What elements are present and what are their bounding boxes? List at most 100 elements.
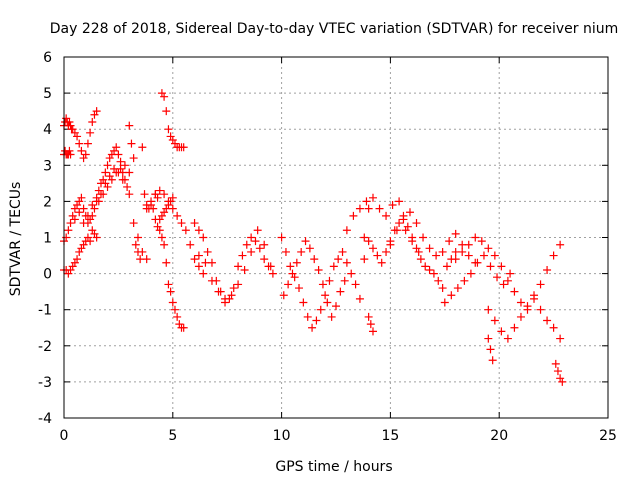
data-point <box>133 233 142 242</box>
data-point <box>368 193 377 202</box>
data-point <box>377 258 386 267</box>
y-tick-label: 3 <box>43 158 52 174</box>
data-point <box>103 182 112 191</box>
data-point <box>432 251 441 260</box>
grid-layer <box>64 57 608 418</box>
data-point <box>399 215 408 224</box>
data-point <box>203 247 212 256</box>
data-point <box>464 251 473 260</box>
data-point <box>434 276 443 285</box>
data-point <box>81 150 90 159</box>
data-point <box>355 294 364 303</box>
data-point <box>118 175 127 184</box>
data-point <box>75 208 84 217</box>
data-point <box>179 323 188 332</box>
data-point <box>66 150 75 159</box>
data-point <box>368 244 377 253</box>
data-point <box>523 302 532 311</box>
data-point <box>451 255 460 264</box>
data-point <box>445 237 454 246</box>
data-point <box>336 287 345 296</box>
data-point <box>66 219 75 228</box>
data-point <box>160 240 169 249</box>
data-point <box>453 284 462 293</box>
data-point <box>151 215 160 224</box>
data-point <box>240 265 249 274</box>
data-point <box>334 255 343 264</box>
data-point <box>79 154 88 163</box>
data-point <box>325 276 334 285</box>
data-point <box>110 146 119 155</box>
data-point <box>438 284 447 293</box>
data-point <box>68 211 77 220</box>
data-point <box>73 255 82 264</box>
data-point <box>458 247 467 256</box>
data-point <box>162 107 171 116</box>
y-tick-label: -2 <box>38 339 52 355</box>
data-point <box>194 262 203 271</box>
data-point <box>419 233 428 242</box>
data-point <box>170 139 179 148</box>
data-point <box>281 247 290 256</box>
data-point <box>364 312 373 321</box>
data-point <box>425 244 434 253</box>
data-point <box>194 226 203 235</box>
data-point <box>77 244 86 253</box>
data-point <box>471 233 480 242</box>
data-point <box>362 197 371 206</box>
data-point <box>173 211 182 220</box>
data-point <box>349 211 358 220</box>
data-point <box>506 269 515 278</box>
data-point <box>83 139 92 148</box>
data-point <box>64 269 73 278</box>
data-point <box>292 258 301 267</box>
data-point <box>94 197 103 206</box>
data-point <box>556 334 565 343</box>
data-point <box>382 211 391 220</box>
data-point <box>323 298 332 307</box>
data-point <box>549 251 558 260</box>
data-point <box>199 233 208 242</box>
data-point <box>229 284 238 293</box>
data-point <box>70 215 79 224</box>
data-point <box>530 291 539 300</box>
x-tick-label: 0 <box>60 428 69 444</box>
data-point <box>464 240 473 249</box>
data-point <box>412 219 421 228</box>
data-point <box>125 190 134 199</box>
data-point <box>477 237 486 246</box>
data-point <box>155 186 164 195</box>
data-point <box>342 226 351 235</box>
data-point <box>277 233 286 242</box>
data-point <box>105 154 114 163</box>
data-point <box>382 247 391 256</box>
data-point <box>238 251 247 260</box>
data-point <box>251 237 260 246</box>
data-point <box>375 204 384 213</box>
y-tick-label: 2 <box>43 194 52 210</box>
y-tick-label: -3 <box>38 375 52 391</box>
data-point <box>194 251 203 260</box>
data-point <box>327 312 336 321</box>
data-point <box>347 269 356 278</box>
data-point <box>543 265 552 274</box>
data-point <box>308 323 317 332</box>
data-point <box>412 244 421 253</box>
data-point <box>65 146 74 155</box>
y-tick-label: 0 <box>43 267 52 283</box>
data-point <box>86 128 95 137</box>
data-point <box>70 204 79 213</box>
data-point <box>451 229 460 238</box>
data-point <box>99 175 108 184</box>
data-point <box>351 280 360 289</box>
y-tick-label: 4 <box>43 122 52 138</box>
data-point <box>73 132 82 141</box>
data-point <box>103 161 112 170</box>
data-point <box>447 291 456 300</box>
data-point <box>321 291 330 300</box>
data-point <box>77 146 86 155</box>
data-point <box>466 269 475 278</box>
data-point <box>503 276 512 285</box>
data-point <box>227 291 236 300</box>
data-point <box>414 247 423 256</box>
